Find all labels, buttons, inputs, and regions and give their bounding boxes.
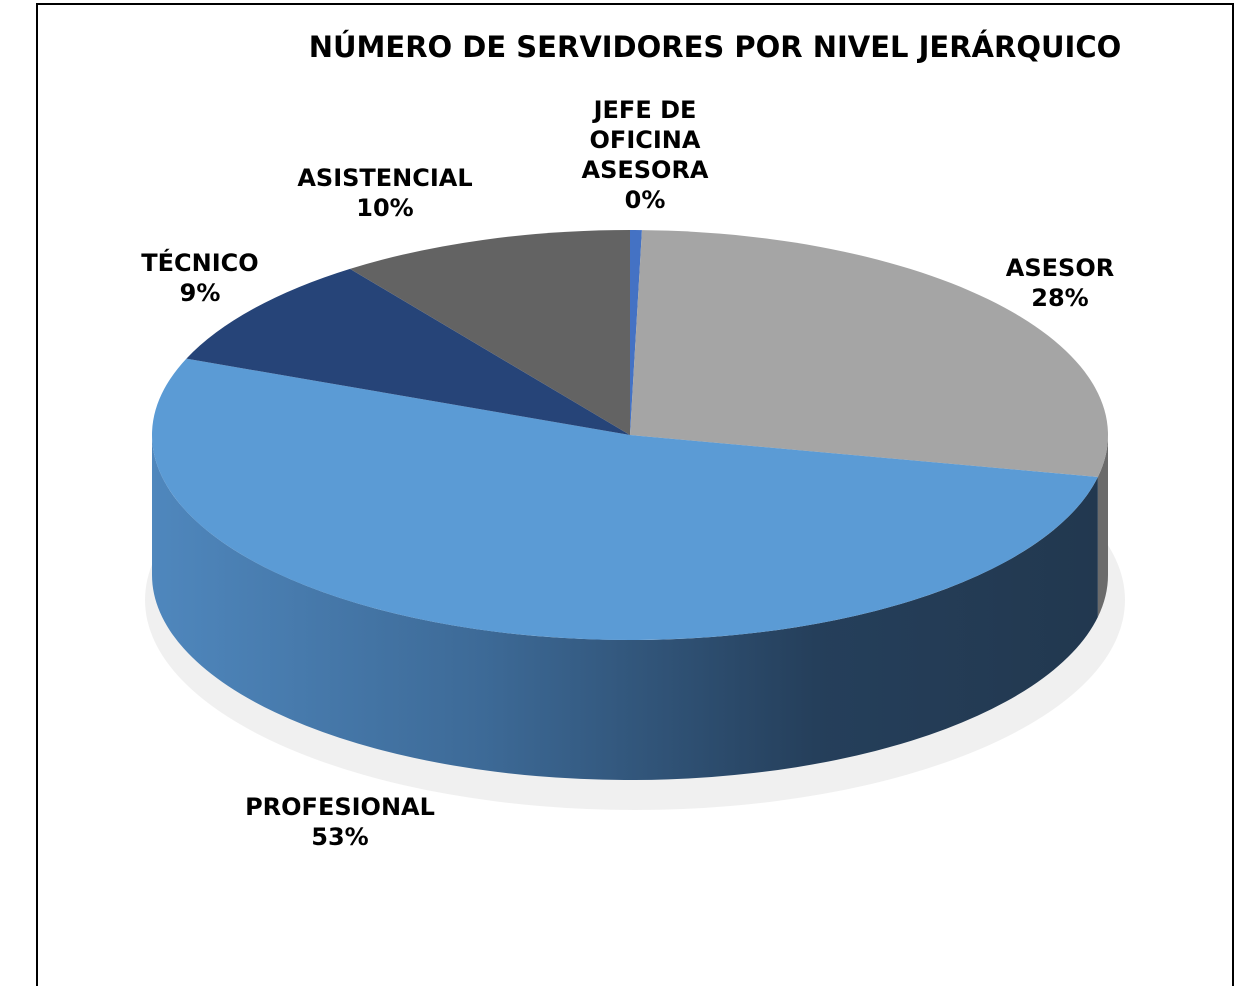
slice — [630, 230, 642, 435]
slice-side — [152, 435, 1098, 780]
slice — [186, 268, 630, 435]
slice-side — [1097, 435, 1108, 618]
value-label: 10% — [356, 194, 414, 222]
data-label: PROFESIONAL 53% — [210, 792, 470, 852]
slice — [151, 358, 1098, 641]
category-label: ASISTENCIAL — [297, 164, 473, 192]
data-label: JEFE DE OFICINA ASESORA 0% — [545, 95, 745, 215]
chart-title: NÚMERO DE SERVIDORES POR NIVEL JERÁRQUIC… — [308, 30, 1122, 64]
data-label: TÉCNICO 9% — [100, 248, 300, 308]
value-label: 9% — [179, 279, 221, 307]
slice — [630, 230, 1108, 478]
data-label: ASESOR 28% — [960, 253, 1160, 313]
value-label: 0% — [624, 186, 666, 214]
slice — [350, 230, 630, 435]
category-label: TÉCNICO — [141, 249, 259, 277]
frame — [36, 3, 1234, 986]
value-label: 28% — [1031, 284, 1089, 312]
data-label: ASISTENCIAL 10% — [255, 163, 515, 223]
category-label: PROFESIONAL — [245, 793, 435, 821]
value-label: 53% — [311, 823, 369, 851]
category-label: JEFE DE OFICINA ASESORA — [581, 96, 709, 184]
category-label: ASESOR — [1005, 254, 1115, 282]
